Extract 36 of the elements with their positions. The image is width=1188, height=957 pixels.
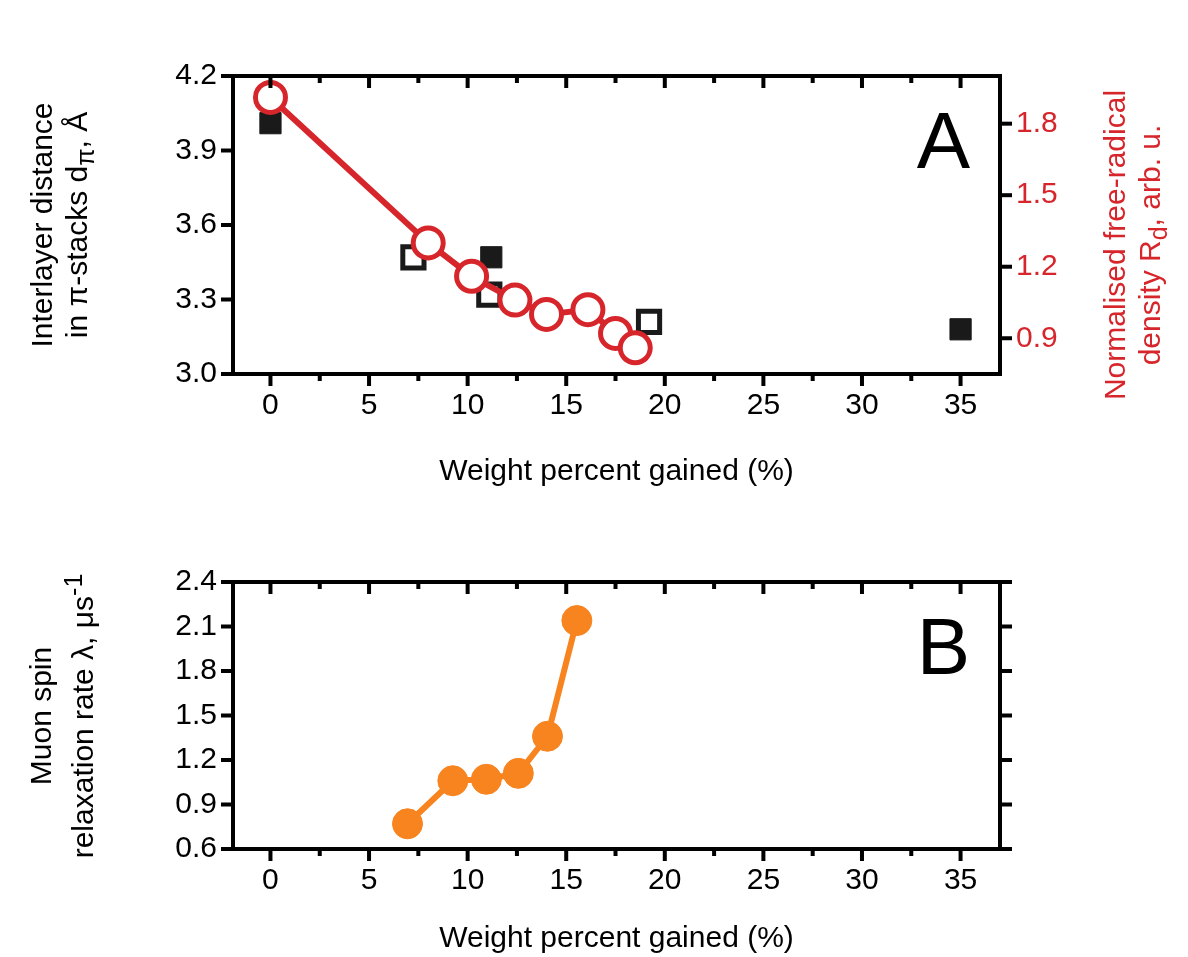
- y-tick-label: 0.6: [175, 830, 217, 864]
- x-tick-label: 0: [262, 862, 279, 896]
- x-tick-label: 5: [360, 387, 378, 421]
- y2-tick-label: 1.5: [1016, 176, 1058, 210]
- annotation: B: [916, 602, 970, 692]
- x-tick-label: 5: [360, 862, 378, 896]
- y-tick-label: 3.3: [175, 280, 217, 314]
- y-tick-label: 0.9: [175, 785, 217, 819]
- x-tick-label: 10: [450, 387, 485, 421]
- y-tick-label: 2.1: [175, 607, 217, 641]
- x-tick-label: 35: [943, 387, 978, 421]
- x-tick-label: 0: [262, 387, 279, 421]
- x-tick-label: 15: [549, 862, 583, 896]
- y-tick-label: 3.6: [175, 206, 217, 240]
- x-tick-label: 10: [450, 862, 485, 896]
- y2-tick-label: 1.2: [1016, 247, 1058, 281]
- x-tick-label: 30: [845, 862, 879, 896]
- y-tick-label: 1.2: [175, 741, 217, 775]
- x-tick-label: 20: [648, 862, 682, 896]
- x-tick-label: 25: [746, 387, 781, 421]
- x-tick-label: 20: [648, 387, 682, 421]
- y-tick-label: 1.5: [175, 696, 217, 730]
- x-axis-title: Weight percent gained (%): [439, 453, 794, 487]
- y-tick-label: 3.9: [175, 131, 217, 165]
- y-tick-label: 2.4: [175, 563, 217, 597]
- x-tick-label: 25: [746, 862, 781, 896]
- x-tick-label: 15: [549, 387, 583, 421]
- y-tick-label: 1.8: [175, 652, 217, 686]
- y2-tick-label: 0.9: [1016, 319, 1058, 353]
- x-axis-title: Weight percent gained (%): [439, 920, 794, 954]
- y-tick-label: 3.0: [175, 355, 217, 389]
- y2-tick-label: 1.8: [1016, 104, 1058, 138]
- x-tick-label: 35: [943, 862, 978, 896]
- y-tick-label: 4.2: [175, 57, 217, 91]
- annotation: A: [916, 96, 971, 186]
- x-tick-label: 30: [845, 387, 879, 421]
